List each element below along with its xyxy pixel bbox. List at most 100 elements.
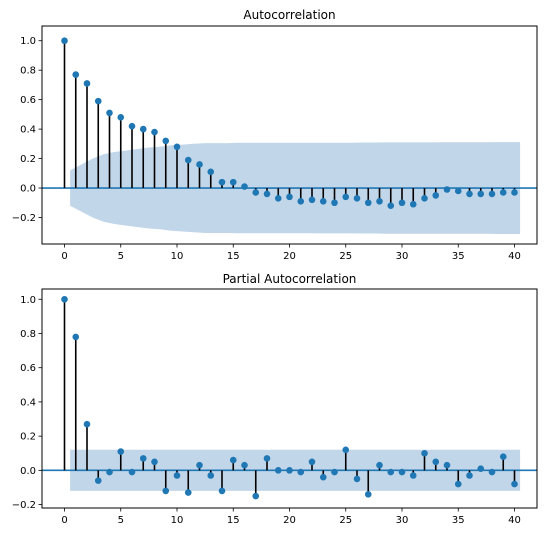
pacf-point bbox=[184, 489, 192, 496]
pacf-ytick-label: 1.0 bbox=[20, 295, 36, 306]
pacf-point bbox=[61, 295, 68, 303]
acf-point bbox=[376, 197, 383, 205]
acf-point bbox=[94, 97, 102, 105]
pacf-point bbox=[511, 480, 518, 488]
acf-xtick-label: 40 bbox=[508, 251, 521, 262]
pacf-point bbox=[151, 458, 158, 466]
pacf-ytick-label: 0.6 bbox=[20, 363, 36, 374]
pacf-point bbox=[454, 480, 462, 488]
acf-ytick-label: 1.0 bbox=[20, 36, 36, 47]
acf-point bbox=[331, 199, 338, 207]
pacf-point bbox=[207, 472, 215, 479]
acf-point bbox=[252, 189, 260, 196]
acf-panel: Autocorrelation 0 5 10 15 20 25 30 35 40 −0.2 0.0… bbox=[12, 8, 538, 262]
acf-xtick-label: 35 bbox=[452, 251, 465, 262]
pacf-point bbox=[342, 446, 350, 454]
pacf-point bbox=[466, 472, 473, 479]
pacf-markers-group bbox=[61, 295, 518, 500]
acf-point bbox=[466, 190, 473, 198]
acf-xtick-label: 20 bbox=[283, 251, 296, 262]
acf-xtick-label: 15 bbox=[227, 251, 240, 262]
acf-xtick-label: 5 bbox=[118, 251, 124, 262]
acf-ytick-label: 0.2 bbox=[20, 154, 36, 165]
acf-point bbox=[308, 196, 316, 204]
acf-point bbox=[61, 37, 68, 45]
acf-point bbox=[151, 128, 158, 136]
pacf-point bbox=[409, 472, 417, 479]
acf-point bbox=[387, 202, 395, 210]
acf-point bbox=[83, 80, 91, 87]
pacf-xtick-label: 30 bbox=[396, 515, 409, 526]
acf-point bbox=[499, 189, 507, 196]
acf-ytick-label: 0.8 bbox=[20, 66, 36, 77]
pacf-ytick-label: 0.8 bbox=[20, 329, 36, 340]
acf-point bbox=[274, 195, 282, 202]
pacf-point bbox=[286, 467, 293, 474]
pacf-point bbox=[421, 449, 428, 457]
pacf-ytick-label: 0.4 bbox=[20, 397, 36, 408]
acf-yticks-group: −0.2 0.0 0.2 0.4 0.6 0.8 1.0 bbox=[12, 36, 42, 224]
acf-point bbox=[409, 200, 417, 208]
acf-point bbox=[364, 199, 372, 207]
pacf-axes-frame bbox=[41, 288, 538, 509]
pacf-xtick-label: 15 bbox=[227, 515, 240, 526]
pacf-yticks-group: −0.2 0.0 0.2 0.4 0.6 0.8 1.0 bbox=[12, 295, 42, 511]
acf-point bbox=[263, 190, 271, 198]
pacf-point bbox=[196, 461, 203, 469]
pacf-point bbox=[162, 487, 170, 495]
acf-point bbox=[241, 183, 248, 190]
acf-point bbox=[207, 168, 215, 176]
acf-markers-group bbox=[61, 37, 518, 210]
acf-ytick-label: −0.2 bbox=[12, 213, 36, 224]
pacf-point bbox=[488, 468, 496, 476]
pacf-point bbox=[364, 491, 372, 498]
pacf-xtick-label: 35 bbox=[452, 515, 465, 526]
pacf-point bbox=[376, 461, 383, 469]
pacf-xtick-label: 40 bbox=[508, 515, 521, 526]
pacf-point bbox=[297, 468, 305, 476]
pacf-xtick-label: 25 bbox=[339, 515, 352, 526]
pacf-point bbox=[229, 456, 237, 464]
acf-point bbox=[184, 156, 192, 164]
acf-axes-frame bbox=[41, 25, 538, 245]
acf-point bbox=[421, 195, 428, 202]
acf-point bbox=[162, 137, 170, 145]
pacf-point bbox=[218, 487, 226, 495]
pacf-xtick-label: 0 bbox=[61, 515, 67, 526]
pacf-title: Partial Autocorrelation bbox=[223, 272, 357, 286]
pacf-point bbox=[173, 472, 181, 479]
pacf-ytick-label: −0.2 bbox=[12, 500, 36, 511]
pacf-point bbox=[353, 475, 361, 483]
pacf-point bbox=[499, 453, 507, 460]
acf-point bbox=[454, 187, 462, 195]
acf-point bbox=[342, 193, 350, 201]
pacf-point bbox=[117, 448, 125, 455]
pacf-point bbox=[398, 468, 406, 476]
pacf-point bbox=[83, 420, 91, 428]
acf-point bbox=[139, 125, 147, 133]
acf-point bbox=[297, 197, 305, 205]
pacf-point bbox=[241, 461, 248, 469]
pacf-point bbox=[274, 467, 282, 474]
pacf-xtick-label: 10 bbox=[171, 515, 184, 526]
acf-point bbox=[477, 190, 485, 198]
pacf-point bbox=[331, 468, 338, 476]
pacf-point bbox=[319, 473, 327, 481]
pacf-point bbox=[94, 477, 102, 484]
acf-point bbox=[117, 114, 125, 121]
acf-xtick-label: 0 bbox=[61, 251, 67, 262]
acf-ytick-label: 0.0 bbox=[20, 184, 36, 195]
pacf-point bbox=[387, 468, 395, 476]
pacf-point bbox=[128, 468, 136, 476]
pacf-point bbox=[432, 458, 440, 466]
acf-title: Autocorrelation bbox=[243, 8, 335, 22]
pacf-ytick-label: 0.0 bbox=[20, 466, 36, 477]
acf-xtick-label: 10 bbox=[171, 251, 184, 262]
pacf-xticks-group: 0 5 10 15 20 25 30 35 40 bbox=[61, 508, 521, 526]
pacf-point bbox=[263, 455, 271, 462]
acf-point bbox=[319, 197, 327, 205]
pacf-point bbox=[308, 458, 316, 466]
acf-ytick-label: 0.6 bbox=[20, 95, 36, 106]
